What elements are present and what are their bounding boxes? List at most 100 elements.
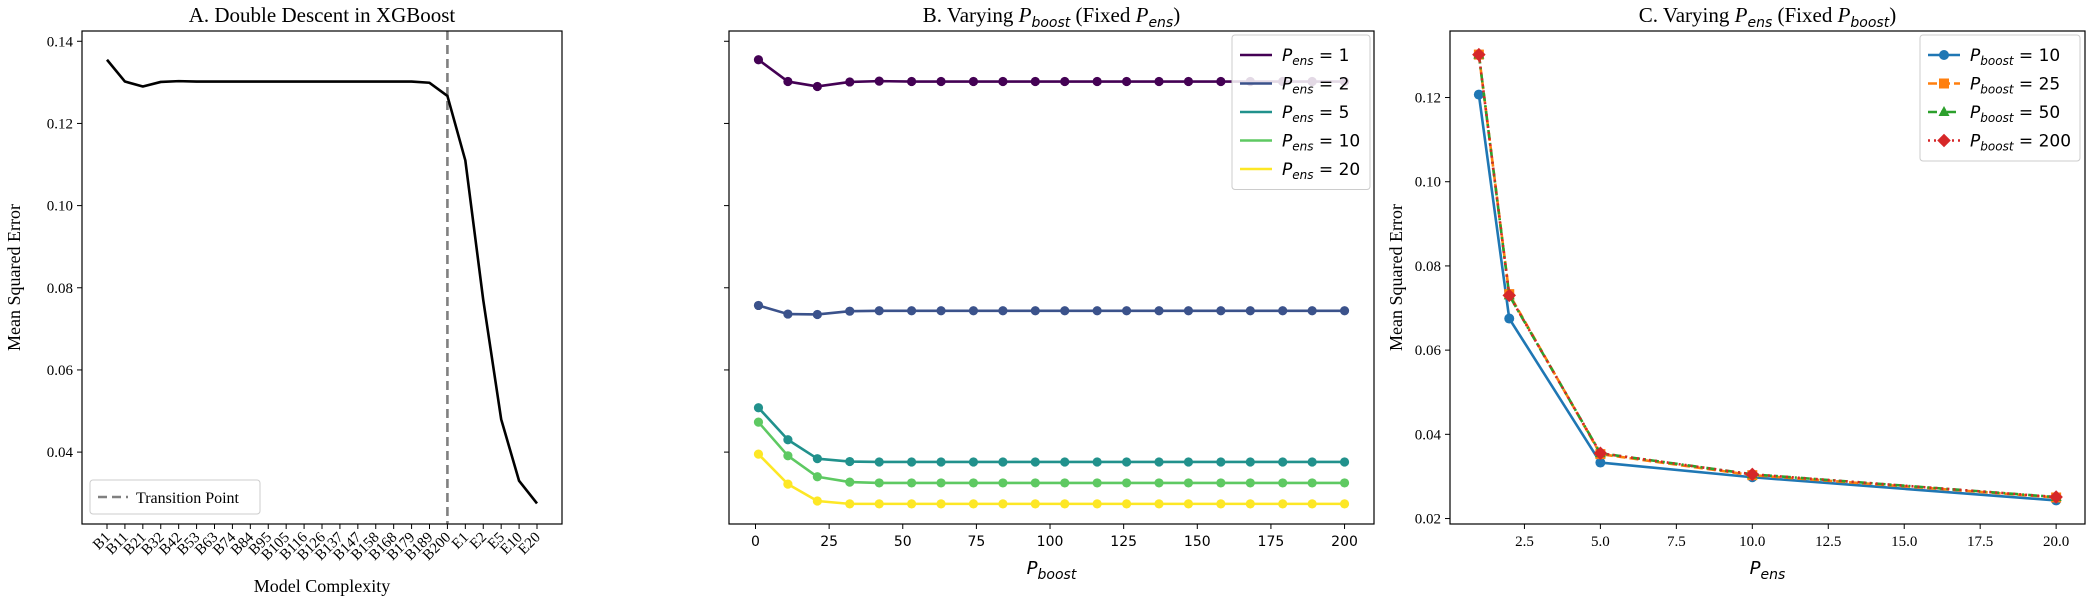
data-point xyxy=(1122,499,1132,509)
data-point xyxy=(783,451,793,461)
x-axis-label: Pens xyxy=(1750,558,1786,583)
y-tick-label: 0.06 xyxy=(1415,343,1442,359)
data-point xyxy=(1092,76,1102,87)
data-point xyxy=(1504,313,1515,324)
data-point xyxy=(1060,457,1070,467)
data-point xyxy=(1030,478,1040,488)
x-tick-label: 5.0 xyxy=(1591,534,1610,550)
data-point xyxy=(783,309,793,319)
data-point xyxy=(907,499,917,509)
x-tick-label: 25 xyxy=(820,534,838,550)
data-point xyxy=(753,417,764,427)
data-point xyxy=(936,76,946,87)
y-axis-label: Mean Squared Error xyxy=(4,204,24,351)
legend-label: Pens = 2 xyxy=(1282,75,1349,97)
data-point xyxy=(1154,306,1164,316)
data-point xyxy=(1502,288,1516,303)
x-tick-label: 10.0 xyxy=(1739,534,1765,550)
y-axis-label: Mean Squared Error xyxy=(1386,204,1406,351)
data-point xyxy=(968,457,979,467)
x-tick-label: 2.5 xyxy=(1515,534,1534,550)
data-point xyxy=(1216,457,1226,467)
panel-c-varying-p-ens: C. Varying Pens (Fixed Pboost) 0.02 0.04 0.… xyxy=(1386,3,2086,583)
y-tick-label: 0.10 xyxy=(47,199,73,215)
data-point xyxy=(753,55,764,65)
data-point xyxy=(1245,478,1255,488)
data-point xyxy=(1593,446,1608,461)
data-point xyxy=(812,81,822,92)
data-point xyxy=(1154,76,1164,87)
data-point xyxy=(1060,76,1070,87)
data-point xyxy=(1473,89,1484,100)
legend-transition-label: Transition Point xyxy=(136,490,240,507)
x-tick-label: 200 xyxy=(1331,534,1358,550)
data-point xyxy=(1030,306,1040,316)
series-line xyxy=(105,58,539,505)
data-point xyxy=(1122,457,1132,467)
legend-label: Pboost = 50 xyxy=(1970,103,2060,125)
plot-frame xyxy=(728,30,1375,525)
data-point xyxy=(1092,499,1102,509)
y-tick-label: 0.06 xyxy=(47,363,74,379)
data-point xyxy=(1154,457,1164,467)
data-point xyxy=(874,306,884,316)
legend-label: Pens = 1 xyxy=(1282,46,1349,68)
data-point xyxy=(907,76,917,87)
x-tick-label: 125 xyxy=(1110,534,1137,550)
data-point xyxy=(936,499,946,509)
data-point xyxy=(1245,499,1255,509)
data-point xyxy=(1030,457,1040,467)
series-1 xyxy=(753,300,1350,320)
data-point xyxy=(936,457,946,467)
x-tick-label: 15.0 xyxy=(1891,534,1917,550)
data-point xyxy=(1595,457,1606,468)
data-point xyxy=(1060,499,1070,509)
y-tick-label: 0.14 xyxy=(47,34,74,50)
x-tick-label: 20.0 xyxy=(2043,534,2069,550)
data-point xyxy=(1183,306,1194,316)
data-point xyxy=(968,499,979,509)
plot-frame xyxy=(1449,30,2086,525)
data-point xyxy=(1307,457,1317,467)
data-point xyxy=(1092,478,1102,488)
y-tick-label: 0.12 xyxy=(1415,91,1441,107)
series-line xyxy=(757,406,1345,464)
data-point xyxy=(1092,457,1102,467)
data-point xyxy=(907,457,917,467)
legend-marker xyxy=(1938,106,1950,116)
data-point xyxy=(1278,306,1288,316)
legend-marker xyxy=(1939,50,1949,60)
data-point xyxy=(783,479,793,489)
data-point xyxy=(1122,306,1132,316)
series-line xyxy=(758,304,1345,316)
series-2 xyxy=(753,403,1350,467)
data-point xyxy=(2049,490,2063,504)
data-point xyxy=(1339,306,1350,316)
data-point xyxy=(753,300,764,311)
x-tick-label: 0 xyxy=(751,534,760,550)
panel-a-title: A. Double Descent in XGBoost xyxy=(189,3,456,27)
data-point xyxy=(1216,76,1226,87)
panel-b-title: B. Varying Pboost (Fixed Pens) xyxy=(923,3,1180,31)
x-tick-label: 175 xyxy=(1258,534,1285,550)
data-point xyxy=(874,499,884,509)
data-point xyxy=(1030,499,1040,509)
data-point xyxy=(874,457,884,467)
y-tick-label: 0.08 xyxy=(47,281,73,297)
data-point xyxy=(907,306,917,316)
legend-marker xyxy=(1939,78,1949,89)
panel-c-title: C. Varying Pens (Fixed Pboost) xyxy=(1639,3,1896,31)
data-point xyxy=(1183,457,1194,467)
y-tick-label: 0.08 xyxy=(1415,259,1441,275)
x-tick-label: 150 xyxy=(1184,534,1211,550)
legend-label: Pens = 5 xyxy=(1282,103,1349,125)
x-tick-label: 100 xyxy=(1037,534,1064,550)
data-point xyxy=(1307,306,1317,316)
data-point xyxy=(1245,457,1255,467)
x-axis-label: Model Complexity xyxy=(254,576,391,596)
data-point xyxy=(936,478,946,488)
series-line xyxy=(757,421,1345,485)
data-point xyxy=(1245,306,1255,316)
data-point xyxy=(845,77,855,87)
data-point xyxy=(753,449,764,459)
